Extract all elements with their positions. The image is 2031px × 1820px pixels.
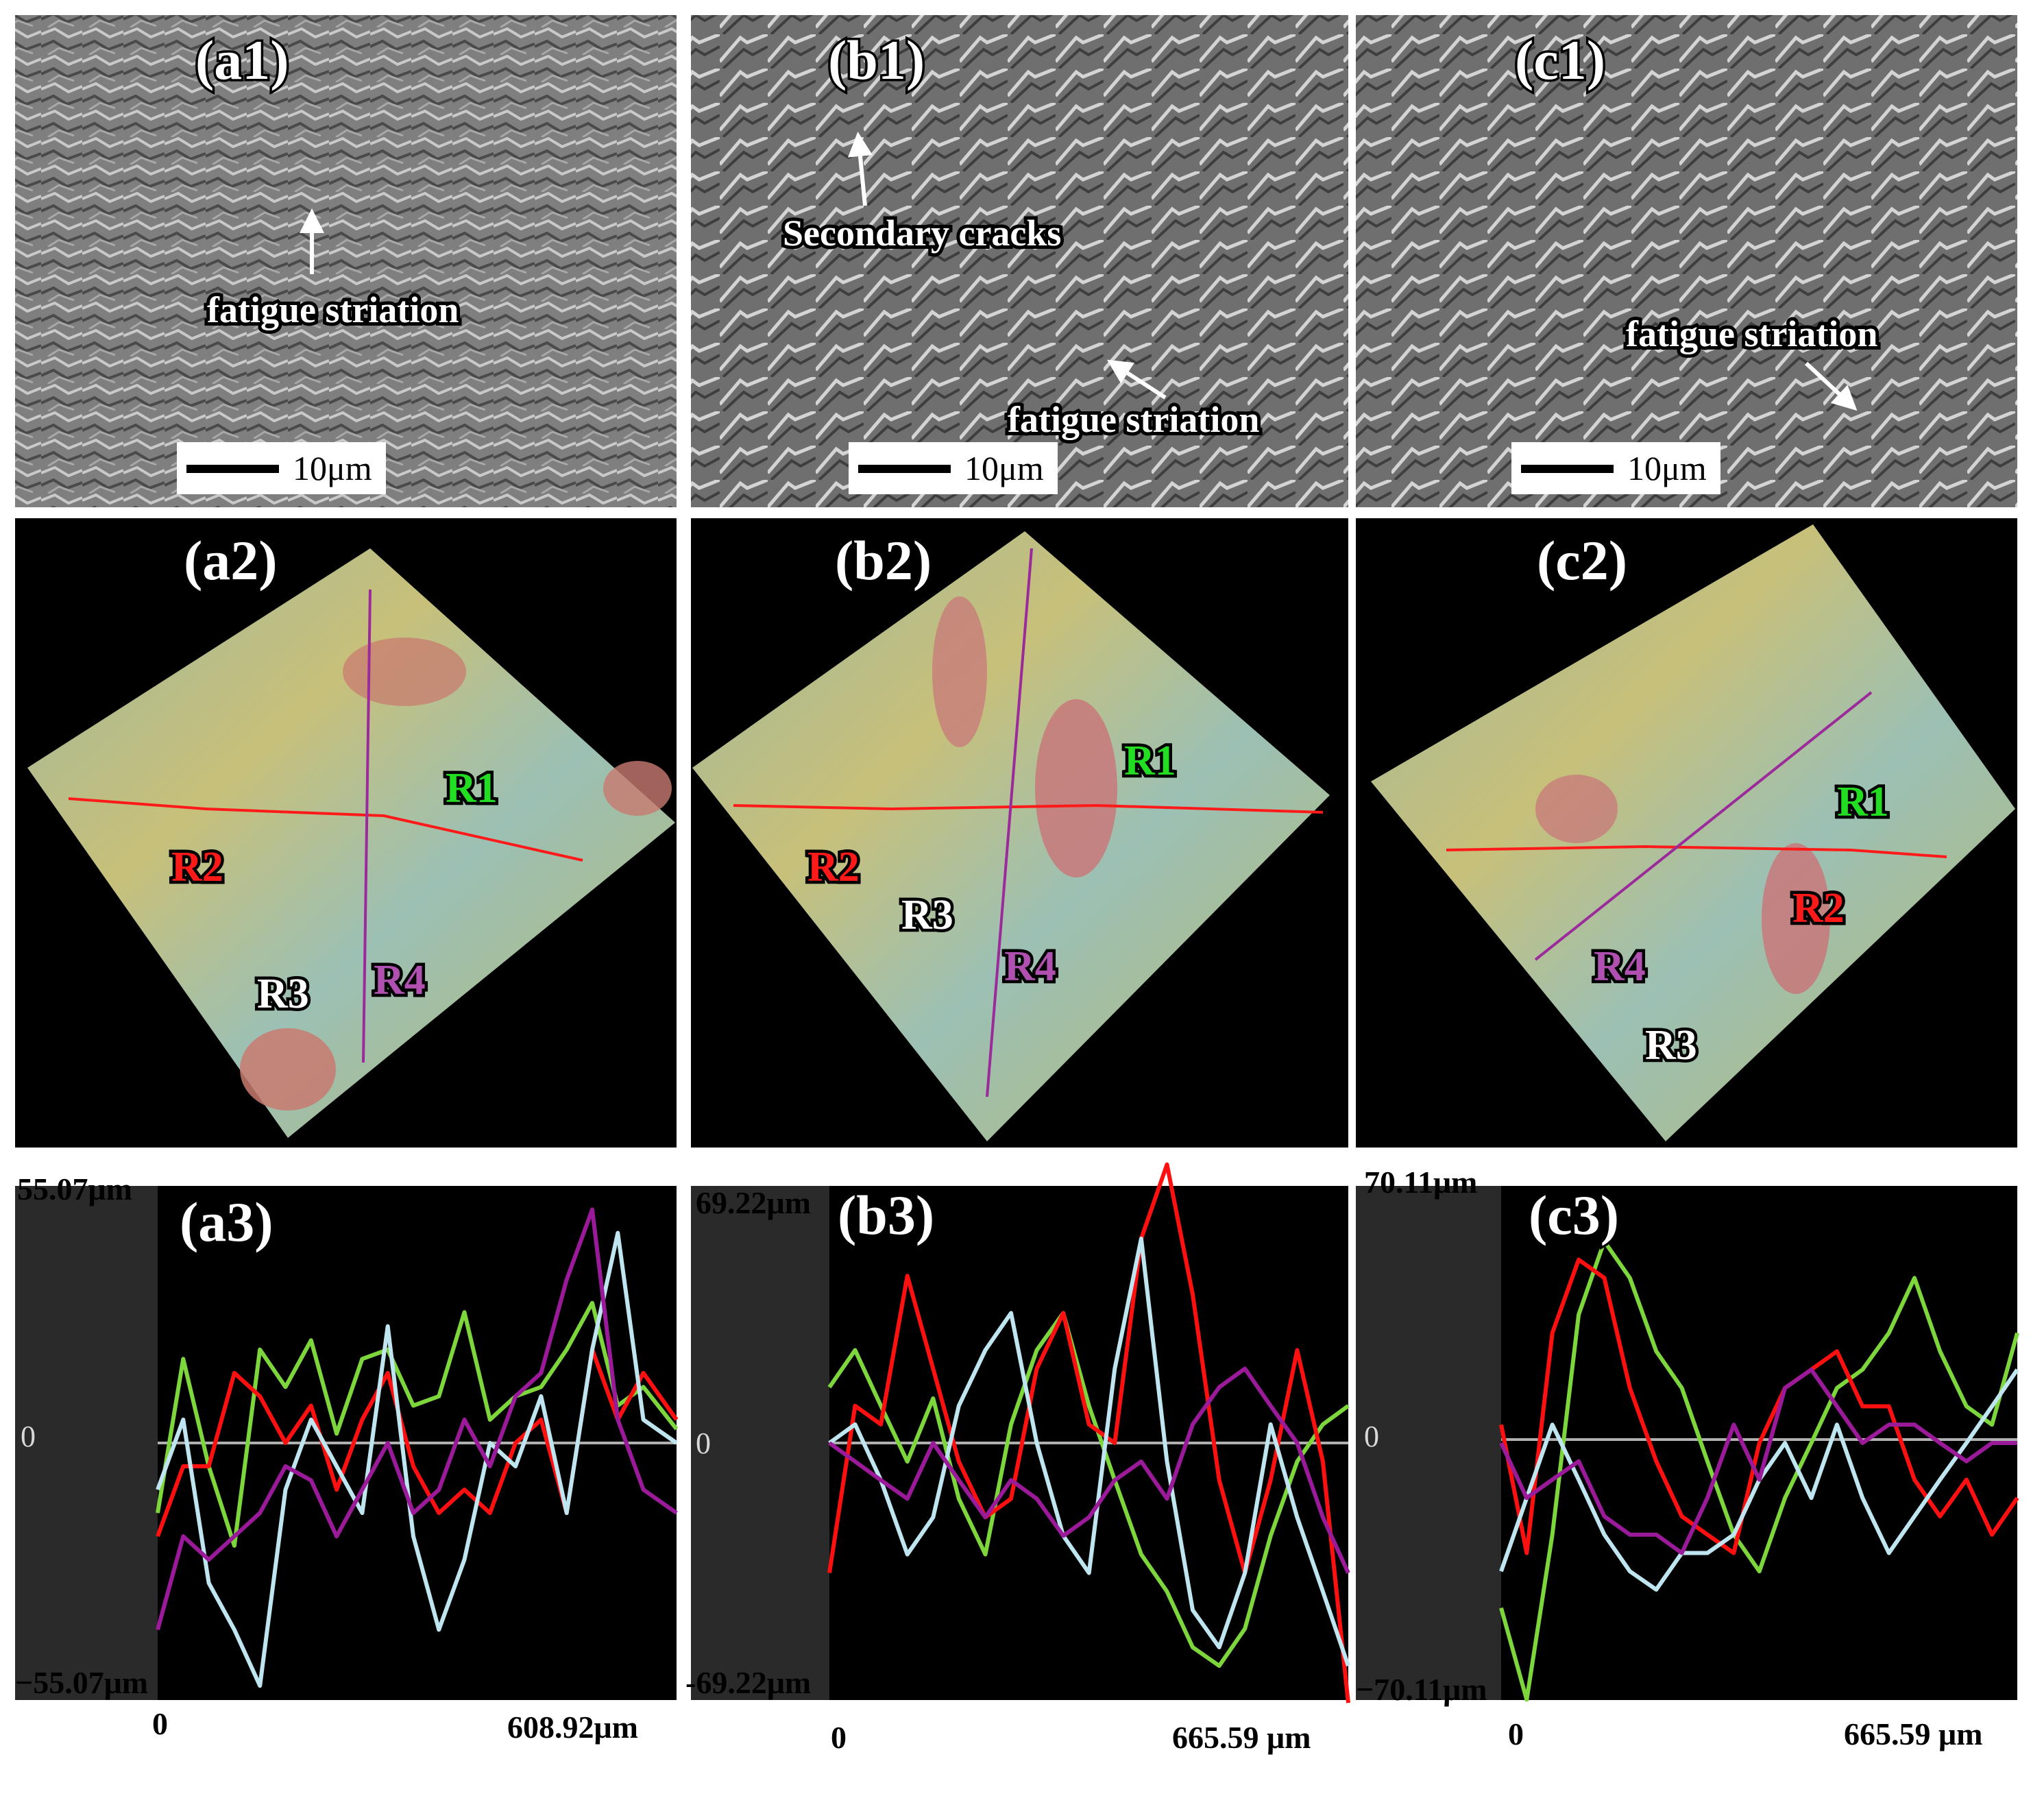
profile-line-r4-c2 [1534,691,1873,961]
y-max-label-c3: 70.11μm [1364,1165,1477,1200]
y-min-label-a3: −55.07μm [15,1665,148,1700]
region-label-r4-b2: R4 [1004,943,1056,990]
region-label-r4-a2: R4 [374,957,426,1004]
panel-c2: (c2) R1 R2 R3 R4 [1356,518,2017,1148]
profile-line-r2-c2 [1446,845,1947,858]
topo-peak-a2-3 [603,761,672,816]
region-label-r1-c2: R1 [1837,779,1889,825]
profile-series-r4-a3 [156,1207,678,1631]
region-label-r1-b2: R1 [1124,738,1176,784]
x-min-label-a3: 0 [152,1706,168,1741]
y-max-label-b3: 69.22μm [696,1185,811,1220]
region-label-r3-a2: R3 [257,971,309,1017]
y-zero-label-b3: 0 [696,1427,711,1460]
panel-b1: (b1) Secondary cracks fatigue striation … [691,15,1348,507]
panel-label-b2: (b2) [835,529,932,592]
panel-b2: (b2) R1 R2 R3 R4 [691,518,1348,1148]
scale-bar-c1 [1521,465,1614,473]
panel-label-a1: (a1) [195,29,289,91]
panel-c1: (c1) fatigue striation 10μm [1356,15,2017,507]
profile-series-r2-c3 [1499,1257,2019,1555]
region-label-r2-b2: R2 [807,844,860,890]
scale-label-b1: 10μm [964,449,1044,487]
profile-series-r3-b3 [828,1237,1350,1667]
chart-top-band-b3 [691,1158,1348,1186]
panel-label-b1: (b1) [828,29,925,91]
chart-bottom-band-a3 [15,1700,677,1796]
topo-surface-b2 [692,531,1330,1141]
series-layer-a3 [156,1207,679,1688]
x-min-label-b3: 0 [831,1720,847,1755]
chart-top-band-a3 [15,1158,677,1186]
callout-b1-secondary: Secondary cracks [783,213,1061,254]
sem-image-a1 [15,15,677,507]
y-zero-label-c3: 0 [1364,1420,1379,1453]
profile-line-r2-b2 [733,803,1324,814]
panel-label-c2: (c2) [1537,529,1627,592]
panel-label-b3: (b3) [838,1184,934,1246]
callout-a1: fatigue striation [207,289,459,330]
y-min-label-b3: -69.22μm [685,1665,811,1700]
scale-bar-a1 [186,465,279,473]
scale-label-c1: 10μm [1627,449,1707,487]
profile-series-r2-b3 [827,1162,1350,1703]
panel-a1: (a1) fatigue striation 10μm [15,15,677,507]
arrow-c1 [1804,361,1858,411]
profile-series-r1-b3 [827,1311,1350,1669]
profile-series-r4-b3 [828,1366,1350,1574]
topo-peak-c2-2 [1535,775,1618,843]
topo-peak-c2-1 [1762,843,1830,994]
panel-label-c1: (c1) [1515,29,1605,91]
profile-line-r4-a2 [362,589,372,1063]
y-min-label-c3: −70.11μm [1356,1672,1487,1707]
x-min-label-c3: 0 [1508,1716,1524,1751]
profile-series-r1-a3 [156,1300,679,1548]
x-max-label-a3: 608.92μm [507,1710,638,1745]
callout-b1-striation: fatigue striation [1008,399,1259,440]
panel-label-a3: (a3) [180,1191,273,1253]
topo-peak-a2-2 [240,1028,336,1111]
x-max-label-c3: 665.59 μm [1844,1716,1982,1751]
scale-bar-b1 [858,465,951,473]
topo-peak-a2-1 [343,638,466,706]
profile-series-r3-a3 [156,1230,678,1688]
chart-bottom-band-c3 [1356,1700,2017,1796]
topo-peak-b2-2 [932,596,987,747]
profile-line-r2-a2 [68,797,583,862]
x-max-label-b3: 665.59 μm [1172,1720,1311,1755]
profile-chart-b3: (b3) 69.22μm 0 -69.22μm 0 665.59 μm [685,1158,1350,1796]
panel-label-c3: (c3) [1529,1184,1619,1246]
topo-surface-a2 [27,548,675,1138]
region-label-r3-b2: R3 [901,892,953,938]
series-layer-b3 [827,1162,1350,1703]
series-layer-c3 [1499,1239,2019,1702]
region-label-r1-a2: R1 [446,765,498,812]
region-label-r4-c2: R4 [1594,943,1646,990]
profile-line-r4-b2 [986,548,1033,1097]
panel-label-a2: (a2) [184,529,278,592]
topo-peak-b2-1 [1035,699,1117,877]
profile-chart-a3: (a3) 55.07μm 0 −55.07μm 0 608.92μm [15,1158,679,1796]
panel-a2: (a2) R1 R2 R3 R4 [15,518,677,1148]
arrow-b1-secondary [848,132,873,206]
profile-chart-c3: (c3) 70.11μm 0 −70.11μm 0 665.59 μm [1356,1158,2019,1796]
y-max-label-a3: 55.07μm [17,1172,132,1206]
callout-c1: fatigue striation [1626,313,1877,354]
y-zero-label-a3: 0 [21,1420,36,1453]
region-label-r2-a2: R2 [171,844,223,890]
arrow-b1-striation [1106,359,1167,400]
region-label-r3-c2: R3 [1645,1022,1697,1069]
sem-image-b1 [691,15,1348,507]
profile-series-r4-c3 [1499,1368,2017,1555]
chart-bottom-band-b3 [691,1700,1348,1796]
region-label-r2-c2: R2 [1792,885,1845,932]
scale-label-a1: 10μm [293,449,372,487]
chart-top-band-c3 [1356,1158,2017,1186]
sem-image-c1 [1356,15,2017,507]
profile-series-r1-c3 [1499,1239,2019,1702]
